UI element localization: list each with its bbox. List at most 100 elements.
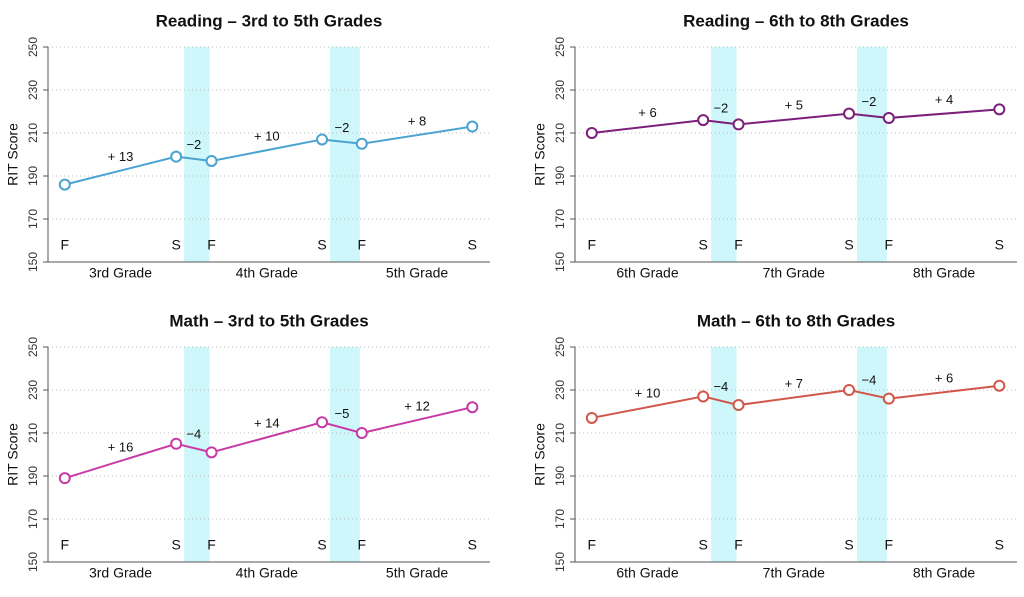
- y-tick-label: 170: [26, 509, 40, 529]
- change-annotation: + 6: [935, 371, 953, 386]
- change-annotation: −2: [862, 94, 877, 109]
- change-annotation: −5: [335, 406, 350, 421]
- x-category-label: F: [61, 537, 70, 553]
- x-category-label: S: [468, 237, 477, 253]
- x-category-label: F: [734, 237, 743, 253]
- point: [316, 133, 329, 146]
- x-group-label: 5th Grade: [386, 265, 448, 281]
- summer-band: [711, 47, 737, 262]
- y-tick-label: 190: [553, 466, 567, 486]
- y-axis-label: RIT Score: [532, 123, 548, 186]
- point: [316, 416, 329, 429]
- point: [993, 379, 1006, 392]
- change-annotation: −4: [186, 426, 201, 441]
- y-axis-label: RIT Score: [5, 423, 21, 486]
- point: [205, 446, 218, 459]
- y-tick-label: 150: [553, 552, 567, 572]
- x-category-label: F: [588, 237, 597, 253]
- y-tick-label: 210: [26, 123, 40, 143]
- change-annotation: + 12: [404, 399, 430, 414]
- x-category-label: F: [61, 237, 70, 253]
- x-category-label: S: [172, 237, 181, 253]
- x-category-label: F: [207, 237, 216, 253]
- x-category-label: F: [358, 537, 367, 553]
- x-group-label: 6th Grade: [616, 565, 678, 581]
- y-tick-label: 230: [26, 80, 40, 100]
- point: [466, 120, 479, 133]
- x-category-label: F: [358, 237, 367, 253]
- x-group-label: 7th Grade: [763, 565, 825, 581]
- point: [882, 111, 895, 124]
- change-annotation: + 13: [108, 149, 134, 164]
- change-annotation: + 8: [408, 114, 426, 129]
- x-group-label: 7th Grade: [763, 265, 825, 281]
- y-tick-label: 170: [553, 509, 567, 529]
- summer-band: [711, 347, 737, 562]
- x-category-label: S: [844, 537, 853, 553]
- point: [993, 103, 1006, 116]
- x-category-label: S: [699, 537, 708, 553]
- chart-title: Reading – 6th to 8th Grades: [683, 11, 909, 30]
- change-annotation: −2: [186, 137, 201, 152]
- x-category-label: S: [995, 237, 1004, 253]
- summer-band: [857, 347, 887, 562]
- y-tick-label: 170: [553, 209, 567, 229]
- point: [355, 137, 368, 150]
- y-tick-label: 190: [26, 166, 40, 186]
- change-annotation: + 10: [635, 386, 661, 401]
- x-category-label: S: [468, 537, 477, 553]
- x-group-label: 5th Grade: [386, 565, 448, 581]
- y-tick-label: 150: [26, 552, 40, 572]
- x-category-label: S: [317, 537, 326, 553]
- point: [58, 472, 71, 485]
- point: [843, 107, 856, 120]
- change-annotation: + 10: [254, 129, 280, 144]
- y-tick-label: 250: [26, 37, 40, 57]
- y-tick-label: 210: [553, 123, 567, 143]
- point: [170, 437, 183, 450]
- point: [697, 390, 710, 403]
- y-tick-label: 230: [26, 380, 40, 400]
- line: [64, 406, 473, 480]
- y-tick-label: 170: [26, 209, 40, 229]
- line: [591, 384, 1000, 419]
- summer-band: [184, 347, 210, 562]
- change-annotation: + 4: [935, 92, 953, 107]
- x-group-label: 3rd Grade: [89, 265, 152, 281]
- y-tick-label: 210: [26, 423, 40, 443]
- x-group-label: 8th Grade: [913, 265, 975, 281]
- y-tick-label: 150: [553, 252, 567, 272]
- point: [697, 114, 710, 127]
- x-category-label: F: [588, 537, 597, 553]
- y-tick-label: 250: [553, 37, 567, 57]
- change-annotation: −2: [335, 120, 350, 135]
- chart-title: Reading – 3rd to 5th Grades: [156, 11, 383, 30]
- x-category-label: F: [885, 537, 894, 553]
- x-category-label: S: [995, 537, 1004, 553]
- change-annotation: −2: [713, 101, 728, 116]
- summer-band: [184, 47, 210, 262]
- y-tick-label: 210: [553, 423, 567, 443]
- point: [585, 411, 598, 424]
- point: [205, 154, 218, 167]
- chart-title: Math – 3rd to 5th Grades: [169, 311, 368, 330]
- y-axis-label: RIT Score: [532, 423, 548, 486]
- y-tick-label: 150: [26, 252, 40, 272]
- change-annotation: + 16: [108, 439, 134, 454]
- chart-title: Math – 6th to 8th Grades: [697, 311, 895, 330]
- x-category-label: F: [207, 537, 216, 553]
- summer-band: [330, 47, 360, 262]
- point: [882, 392, 895, 405]
- point: [58, 178, 71, 191]
- y-tick-label: 230: [553, 80, 567, 100]
- point: [466, 401, 479, 414]
- x-category-label: S: [317, 237, 326, 253]
- y-tick-label: 250: [553, 337, 567, 357]
- y-tick-label: 190: [26, 466, 40, 486]
- change-annotation: + 7: [785, 376, 803, 391]
- x-group-label: 3rd Grade: [89, 565, 152, 581]
- x-category-label: S: [844, 237, 853, 253]
- y-tick-label: 250: [26, 337, 40, 357]
- x-category-label: S: [699, 237, 708, 253]
